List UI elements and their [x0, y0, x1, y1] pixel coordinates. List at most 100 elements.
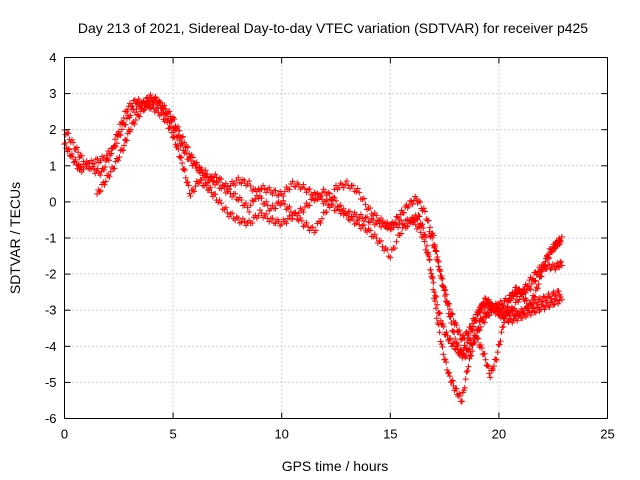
data-point-interp — [430, 279, 437, 286]
data-point-interp — [127, 126, 134, 133]
series-2 — [61, 96, 563, 405]
series-4 — [426, 228, 565, 343]
data-point — [439, 344, 446, 351]
x-axis-ticks: 0 5 10 15 20 25 — [61, 57, 615, 442]
data-point-interp — [171, 116, 178, 123]
data-point-interp — [350, 216, 357, 223]
data-point-interp — [340, 184, 347, 191]
data-point-interp — [507, 297, 514, 304]
data-point-interp — [527, 301, 534, 308]
data-point-interp — [97, 157, 104, 164]
x-tick-label: 5 — [169, 427, 176, 442]
data-point — [474, 334, 481, 341]
data-point-interp — [185, 182, 192, 189]
data-point-interp — [438, 272, 445, 279]
data-point-interp — [435, 321, 442, 328]
data-point-interp — [540, 293, 547, 300]
data-point-interp — [373, 212, 380, 219]
data-point-interp — [490, 366, 497, 373]
x-tick-label: 10 — [274, 427, 288, 442]
data-point-interp — [463, 368, 470, 375]
data-point — [387, 254, 394, 261]
data-point-interp — [534, 285, 541, 292]
data-point — [558, 262, 565, 269]
plot-frame — [64, 57, 608, 419]
data-point-interp — [518, 305, 525, 312]
data-point-interp — [534, 304, 541, 311]
data-point-interp — [110, 143, 117, 150]
data-point-interp — [511, 290, 518, 297]
data-point-interp — [118, 146, 125, 153]
data-point-interp — [516, 311, 523, 318]
data-point-interp — [212, 171, 219, 178]
data-point-interp — [501, 319, 508, 326]
data-point-interp — [118, 119, 125, 126]
data-point-interp — [416, 223, 423, 230]
data-point-interp — [261, 185, 268, 192]
data-point-interp — [288, 208, 295, 215]
data-point-interp — [452, 335, 459, 342]
data-point-interp — [258, 195, 265, 202]
data-point-interp — [385, 253, 392, 260]
data-point — [235, 215, 242, 222]
data-point-interp — [342, 181, 349, 188]
data-point-interp — [312, 227, 319, 234]
data-point-interp — [249, 219, 256, 226]
data-point — [343, 178, 350, 185]
data-point-interp — [467, 352, 474, 359]
data-point-interp — [275, 198, 282, 205]
data-point-interp — [166, 108, 173, 115]
series-5 — [474, 237, 563, 381]
data-point-interp — [557, 293, 564, 300]
data-point-interp — [136, 113, 143, 120]
data-point-interp — [247, 182, 254, 189]
data-point-interp — [443, 329, 450, 336]
data-point-interp — [464, 367, 471, 374]
data-point-interp — [68, 136, 75, 143]
data-point-interp — [353, 188, 360, 195]
data-point-interp — [238, 180, 245, 187]
data-point-interp — [523, 297, 530, 304]
data-point-interp — [515, 299, 522, 306]
data-point — [552, 266, 559, 273]
data-point-interp — [113, 140, 120, 147]
data-point-interp — [272, 205, 279, 212]
data-point-interp — [182, 174, 189, 181]
data-point-interp — [511, 305, 518, 312]
data-point-interp — [317, 194, 324, 201]
data-point-interp — [189, 154, 196, 161]
data-point-interp — [346, 185, 353, 192]
data-point-interp — [100, 167, 107, 174]
data-point — [500, 323, 507, 330]
data-point — [187, 192, 194, 199]
data-point-interp — [442, 286, 449, 293]
data-point-interp — [141, 106, 148, 113]
data-point-interp — [545, 302, 552, 309]
data-point-interp — [269, 215, 276, 222]
data-point-interp — [269, 191, 276, 198]
data-point-interp — [121, 142, 128, 149]
data-point-interp — [538, 273, 545, 280]
data-point-interp — [280, 197, 287, 204]
data-point — [300, 181, 307, 188]
data-point-interp — [527, 286, 534, 293]
data-point-interp — [440, 351, 447, 358]
data-point-interp — [430, 286, 437, 293]
data-point — [246, 208, 253, 215]
data-point-interp — [448, 310, 455, 317]
data-point-interp — [317, 220, 324, 227]
data-point-interp — [175, 146, 182, 153]
data-point-interp — [533, 299, 540, 306]
data-point-interp — [65, 145, 72, 152]
data-point-interp — [459, 350, 466, 357]
data-point — [426, 256, 433, 263]
data-point-interp — [364, 229, 371, 236]
data-point-interp — [249, 187, 256, 194]
data-point-interp — [258, 209, 265, 216]
data-point-interp — [446, 306, 453, 313]
data-point — [322, 188, 329, 195]
data-point-interp — [222, 180, 229, 187]
data-point-interp — [183, 143, 190, 150]
data-point-interp — [85, 159, 92, 166]
data-point-interp — [197, 167, 204, 174]
